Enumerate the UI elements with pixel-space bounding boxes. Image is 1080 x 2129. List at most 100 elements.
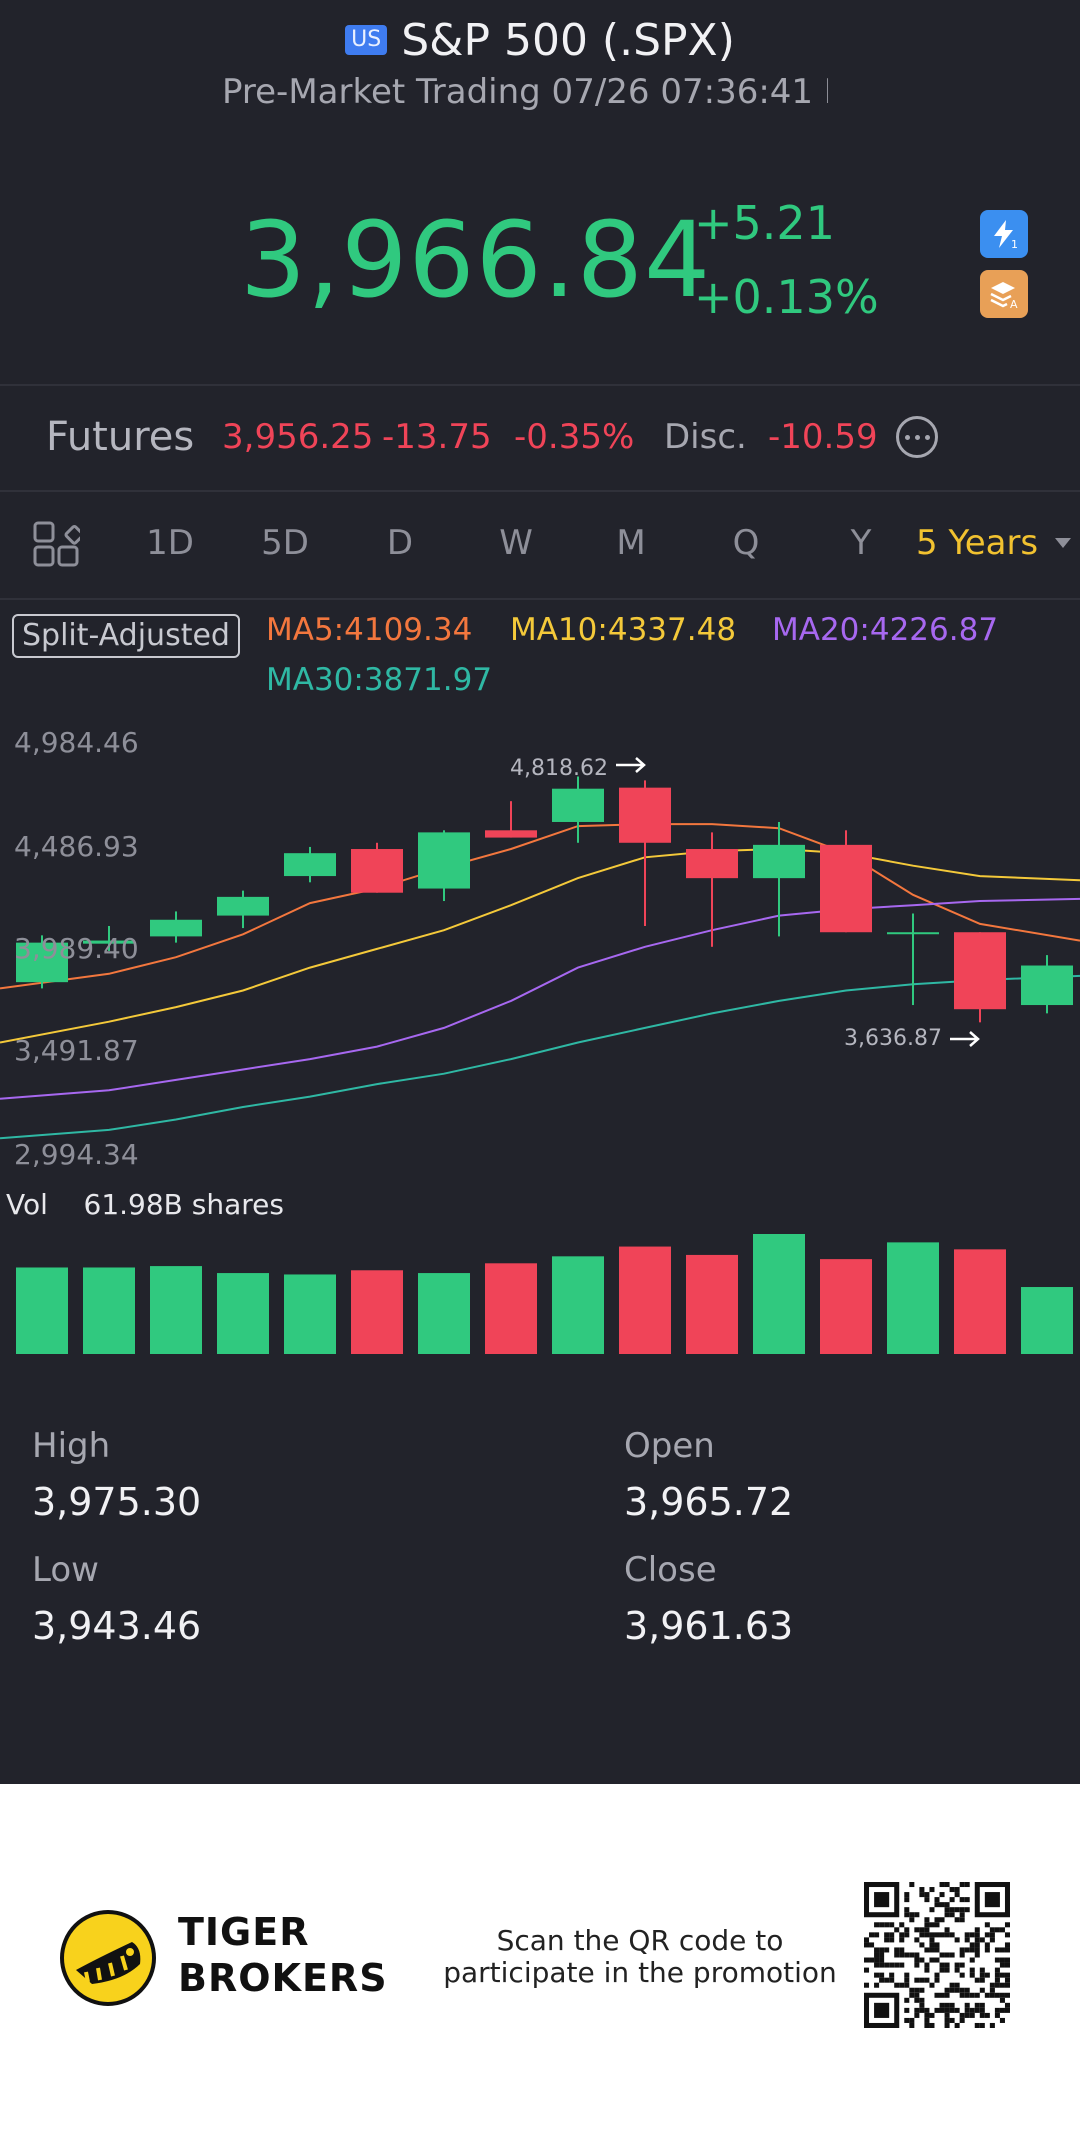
vol-value: 61.98B shares (83, 1188, 284, 1221)
ma30-legend: MA30:3871.97 (266, 662, 493, 698)
ma20-line (0, 897, 1080, 1100)
divider (0, 384, 1080, 386)
brand-name-line1: TIGER (178, 1910, 310, 1954)
candle (954, 932, 1006, 1023)
volume-bar (83, 1267, 135, 1354)
promo-line1: Scan the QR code to (496, 1924, 784, 1957)
svg-text:A: A (1010, 298, 1018, 311)
futures-label: Futures (46, 414, 195, 460)
candle-body (1021, 965, 1073, 1006)
candle (351, 842, 403, 893)
futures-change: -13.75 (382, 417, 492, 457)
y-tick-label: 3,491.87 (14, 1034, 139, 1067)
y-tick-label: 4,486.93 (14, 830, 139, 863)
ma30-line (0, 974, 1080, 1140)
page-title: US S&P 500 (.SPX) (0, 12, 1080, 68)
candle-body (217, 896, 269, 916)
open-label: Open (624, 1426, 715, 1466)
candle (887, 913, 939, 1006)
volume-bar (1021, 1287, 1073, 1354)
volume-bar (820, 1259, 872, 1354)
more-options-icon[interactable] (896, 416, 938, 458)
volume-bar (284, 1274, 336, 1354)
candlestick-chart[interactable] (0, 720, 1080, 1180)
tab-d[interactable]: D (386, 523, 414, 563)
candle (217, 890, 269, 929)
candle (619, 780, 671, 926)
candle-body (83, 940, 135, 944)
lightning-icon[interactable]: 1 (980, 210, 1028, 258)
volume-bar (686, 1254, 738, 1354)
volume-bar (619, 1246, 671, 1354)
candle (284, 846, 336, 883)
volume-bar (217, 1273, 269, 1354)
candle (83, 925, 135, 951)
disc-value: -10.59 (768, 417, 878, 457)
brand-name-line2: BROKERS (178, 1956, 388, 2000)
candle-body (150, 919, 202, 937)
tab-m[interactable]: M (616, 523, 646, 563)
promo-line2: participate in the promotion (443, 1956, 837, 1989)
candle (686, 832, 738, 947)
arrow-right-icon (616, 757, 646, 773)
candle (150, 911, 202, 943)
tab-w[interactable]: W (499, 523, 533, 563)
svg-text:1: 1 (1011, 238, 1018, 251)
high-label: High (32, 1426, 111, 1466)
tab-q[interactable]: Q (732, 523, 760, 563)
qr-code[interactable] (864, 1882, 1010, 2028)
split-adjusted-toggle[interactable]: Split-Adjusted (12, 614, 240, 658)
volume-bar (418, 1273, 470, 1354)
symbol-title: S&P 500 (.SPX) (401, 14, 735, 66)
ma5-line (0, 823, 1080, 990)
high-marker-label: 4,818.62 (510, 756, 608, 781)
candle-body (686, 849, 738, 879)
tab-1d[interactable]: 1D (146, 523, 194, 563)
candle (418, 830, 470, 902)
tab-5d[interactable]: 5D (261, 523, 309, 563)
layers-icon[interactable]: A (980, 270, 1028, 318)
candle-body (552, 788, 604, 822)
price-change: +5.21 (694, 196, 835, 250)
volume-bar (954, 1249, 1006, 1354)
candle-body (284, 853, 336, 877)
price-change-percent: +0.13% (694, 270, 879, 324)
low-label: Low (32, 1550, 99, 1590)
market-badge: US (345, 25, 388, 55)
trading-status: Pre-Market Trading 07/26 07:36:41 EDT (222, 72, 828, 112)
candle (16, 935, 68, 989)
close-value: 3,961.63 (624, 1604, 794, 1648)
volume-bar (150, 1266, 202, 1354)
candle-body (954, 932, 1006, 1010)
low-value: 3,943.46 (32, 1604, 202, 1648)
candle (552, 776, 604, 843)
candle-body (820, 844, 872, 933)
volume-bar (351, 1270, 403, 1354)
ma10-line (0, 847, 1080, 1044)
low-marker-label: 3,636.87 (844, 1026, 942, 1051)
arrow-right-icon (950, 1031, 980, 1047)
ma10-legend: MA10:4337.48 (510, 612, 737, 648)
futures-price: 3,956.25 (222, 417, 374, 457)
candle-body (351, 849, 403, 893)
divider (0, 598, 1080, 600)
volume-bar (887, 1242, 939, 1354)
volume-bar (753, 1234, 805, 1354)
candle-body (418, 832, 470, 889)
volume-bar (485, 1263, 537, 1354)
tab-y[interactable]: Y (850, 523, 872, 563)
y-tick-label: 3,989.40 (14, 932, 139, 965)
ma5-legend: MA5:4109.34 (266, 612, 473, 648)
tab-5-years[interactable]: 5 Years (916, 518, 1066, 568)
candle-body (887, 932, 939, 935)
indicators-grid-icon[interactable] (32, 520, 80, 568)
promo-text: Scan the QR code to participate in the p… (440, 1925, 840, 1989)
candle-body (485, 830, 537, 838)
tiger-logo (60, 1910, 156, 2006)
high-value: 3,975.30 (32, 1480, 202, 1524)
chevron-down-icon[interactable] (1054, 536, 1072, 550)
volume-bar (552, 1256, 604, 1354)
candle (1021, 955, 1073, 1014)
volume-chart[interactable] (0, 1220, 1080, 1356)
y-tick-label: 2,994.34 (14, 1138, 139, 1171)
